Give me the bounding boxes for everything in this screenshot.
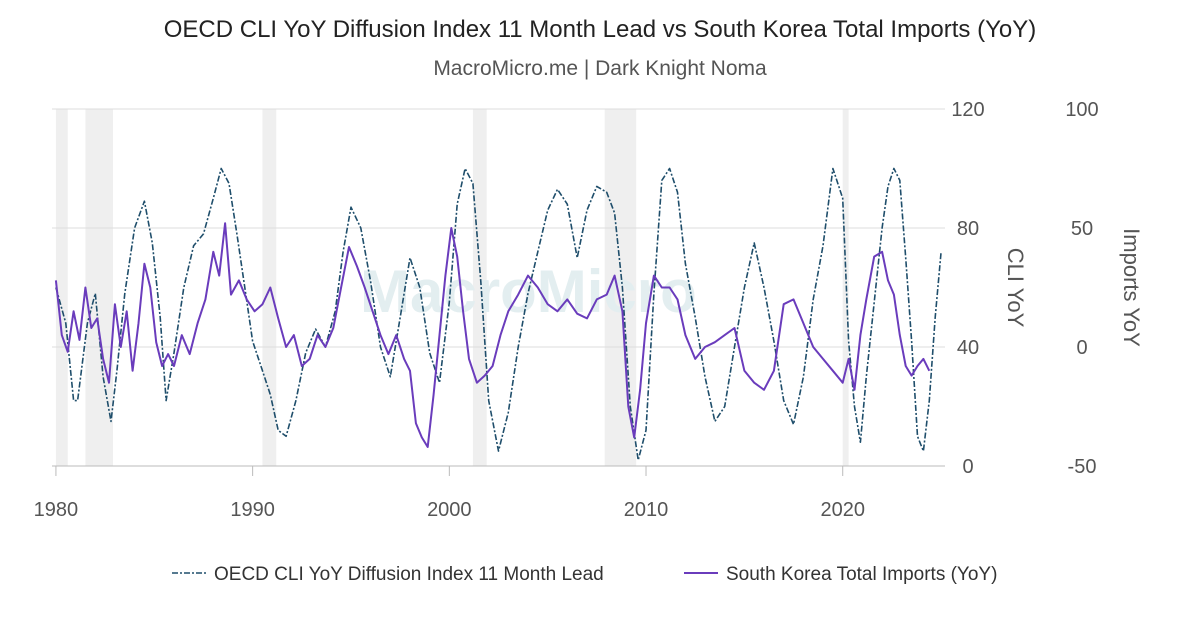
- y-right-tick-label-100: 100: [1065, 99, 1098, 121]
- legend[interactable]: OECD CLI YoY Diffusion Index 11 Month Le…: [172, 564, 997, 585]
- legend-item-1[interactable]: South Korea Total Imports (YoY): [684, 564, 997, 585]
- y-left-tick-label-0: 0: [962, 456, 973, 478]
- chart-subtitle: MacroMicro.me | Dark Knight Noma: [433, 57, 767, 80]
- y-axis-title-cli: CLI YoY: [1003, 248, 1028, 328]
- axes: 1980 1990 2000 2010 2020 0 40 80 120 -50 0 50 100 CLI…: [34, 99, 1144, 521]
- y-left-tick-label-40: 40: [957, 337, 979, 359]
- recession-band-1: [85, 109, 113, 466]
- y-right-tick-label-50: 50: [1071, 218, 1093, 240]
- watermark-text: MacroMicro: [360, 258, 697, 325]
- y-left-tick-label-80: 80: [957, 218, 979, 240]
- series-line-1: [54, 222, 931, 448]
- series-lines: [54, 167, 942, 461]
- y-right-tick-label--50: -50: [1068, 456, 1097, 478]
- series-line-0: [55, 167, 942, 461]
- y-right-tick-label-0: 0: [1076, 337, 1087, 359]
- legend-item-0[interactable]: OECD CLI YoY Diffusion Index 11 Month Le…: [172, 564, 604, 585]
- x-tick-label-1990: 1990: [230, 499, 275, 521]
- chart-title: OECD CLI YoY Diffusion Index 11 Month Le…: [163, 16, 1037, 43]
- y-left-tick-label-120: 120: [951, 99, 984, 121]
- legend-label-0: OECD CLI YoY Diffusion Index 11 Month Le…: [214, 564, 604, 585]
- x-tick-label-1980: 1980: [34, 499, 79, 521]
- legend-label-1: South Korea Total Imports (YoY): [726, 564, 997, 585]
- x-tick-label-2010: 2010: [624, 499, 669, 521]
- x-tick-label-2020: 2020: [820, 499, 865, 521]
- x-tick-label-2000: 2000: [427, 499, 472, 521]
- gridlines: [52, 108, 945, 467]
- y-axis-title-imports: Imports YoY: [1119, 228, 1144, 347]
- recession-band-0: [55, 109, 68, 466]
